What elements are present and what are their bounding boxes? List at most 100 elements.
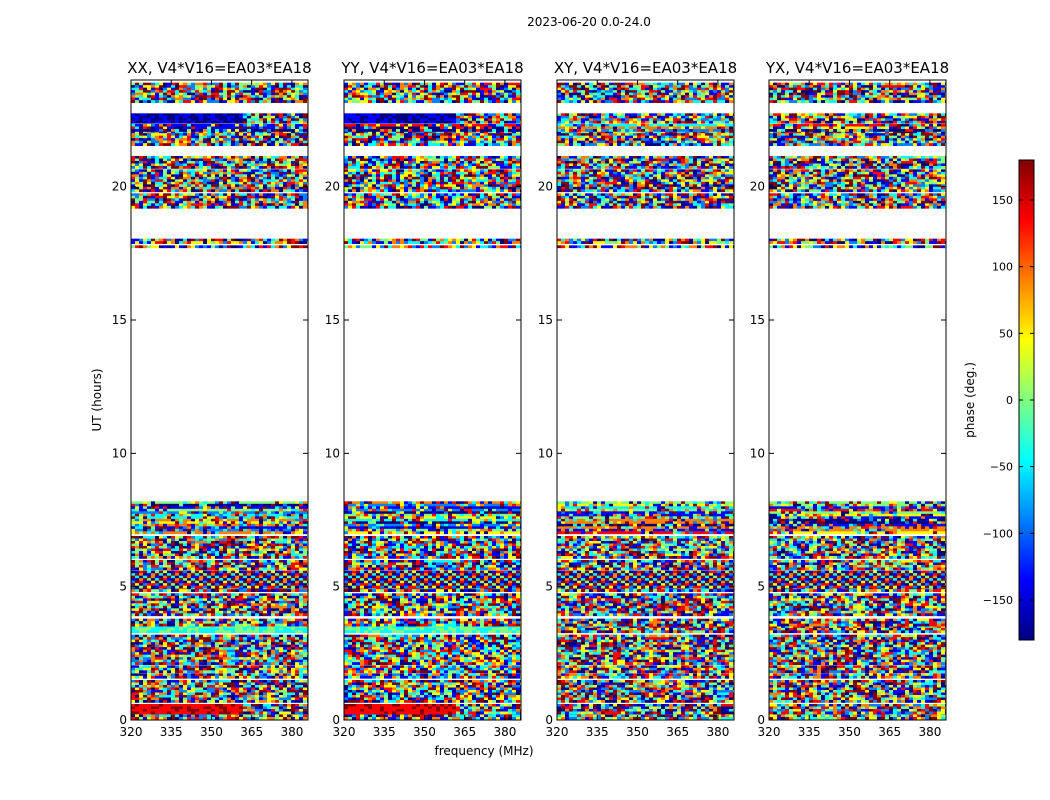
y-tick-label: 20 xyxy=(325,180,340,194)
data-block xyxy=(344,704,521,715)
panel-title: XX, V4*V16=EA03*EA18 xyxy=(127,59,311,77)
data-block xyxy=(344,593,521,617)
panel-frame xyxy=(556,79,735,721)
heatmap-cells xyxy=(344,82,521,720)
data-block xyxy=(557,560,734,571)
data-block xyxy=(344,156,521,169)
x-tick-label: 320 xyxy=(758,725,781,739)
data-block xyxy=(769,560,946,571)
data-block xyxy=(131,625,308,634)
panel-frame xyxy=(343,79,522,721)
colorbar-tick-label: 0 xyxy=(1006,394,1013,407)
data-block xyxy=(557,673,734,679)
y-tick-label: 10 xyxy=(112,446,127,460)
data-block xyxy=(557,665,734,674)
colorbar-tick-label: 100 xyxy=(992,261,1013,274)
data-block xyxy=(131,665,308,674)
data-block xyxy=(344,245,521,249)
data-block xyxy=(131,680,308,703)
panel-title: YX, V4*V16=EA03*EA18 xyxy=(765,59,949,77)
data-block xyxy=(131,536,308,559)
panel-frame xyxy=(130,79,309,721)
data-block xyxy=(769,665,946,674)
x-tick-label: 335 xyxy=(798,725,821,739)
data-block xyxy=(557,536,734,559)
data-block xyxy=(131,245,308,249)
heatmap-cells xyxy=(131,82,308,720)
x-tick-label: 350 xyxy=(838,725,861,739)
data-block xyxy=(557,156,734,169)
x-tick-label: 380 xyxy=(706,725,729,739)
data-block xyxy=(344,536,521,559)
y-tick-label: 15 xyxy=(325,313,340,327)
x-tick-label: 320 xyxy=(546,725,569,739)
data-block xyxy=(557,625,734,634)
data-block xyxy=(769,680,946,703)
panel-yy: YY, V4*V16=EA03*EA18 320 335 350 365 380 0 5 10 1… xyxy=(325,59,524,739)
panel-title: XY, V4*V16=EA03*EA18 xyxy=(554,59,737,77)
data-block xyxy=(769,618,946,627)
y-tick-label: 5 xyxy=(757,580,765,594)
y-axis-label: UT (hours) xyxy=(90,368,104,431)
data-block xyxy=(769,536,946,559)
x-tick-label: 380 xyxy=(918,725,941,739)
data-block xyxy=(131,501,308,535)
data-block xyxy=(557,82,734,103)
y-tick-label: 15 xyxy=(538,313,553,327)
data-block xyxy=(769,570,946,589)
x-tick-label: 365 xyxy=(240,725,263,739)
data-block xyxy=(131,560,308,571)
data-block xyxy=(769,124,946,132)
data-block xyxy=(769,82,946,103)
data-block xyxy=(557,570,734,589)
y-tick-label: 15 xyxy=(112,313,127,327)
x-tick-label: 380 xyxy=(280,725,303,739)
y-tick-label: 10 xyxy=(325,446,340,460)
data-block xyxy=(131,570,308,589)
data-block xyxy=(557,130,734,146)
x-tick-label: 335 xyxy=(373,725,396,739)
data-block xyxy=(557,593,734,617)
colorbar-tick-label: 150 xyxy=(992,194,1013,207)
x-tick-label: 365 xyxy=(878,725,901,739)
colorbar-tick-label: −50 xyxy=(990,461,1013,474)
panel-xy: XY, V4*V16=EA03*EA18 320 335 350 365 380 0 5 10 1… xyxy=(538,59,737,739)
y-tick-label: 5 xyxy=(332,580,340,594)
data-block xyxy=(769,704,946,715)
x-tick-label: 365 xyxy=(453,725,476,739)
panels: XX, V4*V16=EA03*EA18 320 335 350 365 380 0 5 10 1… xyxy=(112,59,949,739)
data-block xyxy=(131,618,308,627)
colorbar: −150 −100 −50 0 50 100 150 xyxy=(983,159,1035,641)
data-block xyxy=(769,113,946,124)
figure-title: 2023-06-20 0.0-24.0 xyxy=(527,15,651,29)
data-block xyxy=(344,618,521,627)
data-block xyxy=(131,113,308,124)
y-tick-label: 0 xyxy=(332,713,340,727)
heatmap-cells xyxy=(557,82,734,720)
x-tick-label: 380 xyxy=(493,725,516,739)
data-block xyxy=(344,501,521,535)
x-tick-label: 335 xyxy=(160,725,183,739)
data-block xyxy=(344,124,521,132)
data-block xyxy=(344,113,521,124)
data-block xyxy=(131,193,308,209)
data-block xyxy=(344,238,521,244)
colorbar-tick-label: −100 xyxy=(983,527,1013,540)
heatmap-cells xyxy=(769,82,946,720)
data-block xyxy=(131,704,308,715)
data-block xyxy=(131,238,308,244)
data-block xyxy=(769,593,946,617)
y-tick-label: 20 xyxy=(112,180,127,194)
colorbar-label: phase (deg.) xyxy=(963,362,977,438)
data-block xyxy=(557,113,734,124)
data-block xyxy=(344,193,521,209)
data-block xyxy=(131,124,308,132)
data-block xyxy=(344,570,521,589)
colorbar-tick-label: −150 xyxy=(983,594,1013,607)
x-tick-label: 335 xyxy=(586,725,609,739)
data-block xyxy=(131,82,308,103)
data-block xyxy=(131,169,308,193)
data-block xyxy=(344,673,521,679)
x-tick-label: 320 xyxy=(333,725,356,739)
